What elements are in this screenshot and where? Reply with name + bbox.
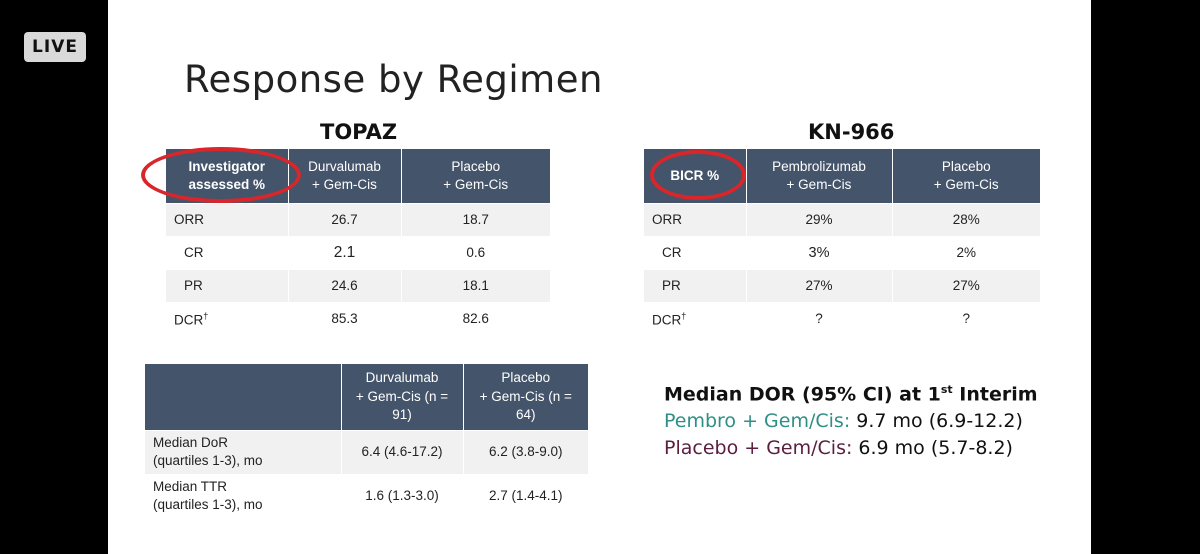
value-cell: 24.6 [288, 268, 402, 302]
value-cell: 27% [892, 268, 1040, 302]
header-cell-empty [145, 364, 342, 430]
header-cell-durvalumab: Durvalumab + Gem-Cis [288, 149, 402, 203]
value-cell: 28% [892, 202, 1040, 236]
value-cell: 1.6 (1.3-3.0) [341, 473, 464, 518]
topaz-dor-ttr-table: Durvalumab + Gem-Cis (n = 91) Placebo + … [145, 364, 588, 518]
row-label-cr: CR [644, 235, 747, 269]
table-row: DCR† 85.3 82.6 [166, 301, 550, 335]
table-row: PR 27% 27% [644, 268, 1040, 302]
header-cell-durvalumab: Durvalumab + Gem-Cis (n = 91) [341, 364, 464, 430]
row-label-median-dor: Median DoR (quartiles 1-3), mo [145, 429, 342, 474]
value-cell: ? [892, 301, 1040, 335]
value-cell: 2.7 (1.4-4.1) [463, 473, 588, 518]
dor-line-placebo: Placebo + Gem/Cis: 6.9 mo (5.7-8.2) [664, 437, 1013, 460]
row-label-dcr: DCR† [166, 301, 289, 335]
row-label-pr: PR [166, 268, 289, 302]
live-badge: LIVE [24, 32, 86, 62]
row-label-dcr: DCR† [644, 301, 747, 335]
header-cell-placebo: Placebo + Gem-Cis (n = 64) [463, 364, 588, 430]
row-label-median-ttr: Median TTR (quartiles 1-3), mo [145, 473, 342, 518]
kn966-heading: KN-966 [808, 120, 895, 144]
header-cell-pembrolizumab: Pembrolizumab + Gem-Cis [746, 149, 893, 203]
header-cell-placebo: Placebo + Gem-Cis [892, 149, 1040, 203]
table-row: Median DoR (quartiles 1-3), mo 6.4 (4.6-… [145, 429, 588, 474]
row-label-pr: PR [644, 268, 747, 302]
header-cell-measure: Investigator assessed % [166, 149, 289, 203]
value-cell: 6.4 (4.6-17.2) [341, 429, 464, 474]
topaz-heading: TOPAZ [320, 120, 398, 144]
slide-title: Response by Regimen [184, 58, 603, 101]
table-row: DCR† ? ? [644, 301, 1040, 335]
table-row: CR 2.1 0.6 [166, 235, 550, 269]
row-label-orr: ORR [644, 202, 747, 236]
table-header-row: Durvalumab + Gem-Cis (n = 91) Placebo + … [145, 364, 588, 430]
value-cell: 85.3 [288, 301, 402, 335]
kn966-response-table: BICR % Pembrolizumab + Gem-Cis Placebo +… [644, 149, 1040, 335]
dor-summary-title: Median DOR (95% CI) at 1st Interim [664, 383, 1038, 406]
value-cell: 2.1 [288, 235, 402, 269]
value-cell: 0.6 [401, 235, 550, 269]
value-cell: 29% [746, 202, 893, 236]
header-cell-placebo: Placebo + Gem-Cis [401, 149, 550, 203]
table-row: Median TTR (quartiles 1-3), mo 1.6 (1.3-… [145, 473, 588, 518]
value-cell: 18.1 [401, 268, 550, 302]
table-row: ORR 29% 28% [644, 202, 1040, 236]
header-cell-measure: BICR % [644, 149, 747, 203]
row-label-cr: CR [166, 235, 289, 269]
table-row: CR 3% 2% [644, 235, 1040, 269]
table-header-row: BICR % Pembrolizumab + Gem-Cis Placebo +… [644, 149, 1040, 203]
value-cell: 2% [892, 235, 1040, 269]
dor-line-pembro: Pembro + Gem/Cis: 9.7 mo (6.9-12.2) [664, 410, 1023, 433]
value-cell: 27% [746, 268, 893, 302]
presentation-slide: Response by Regimen TOPAZ Investigator a… [108, 0, 1091, 554]
row-label-orr: ORR [166, 202, 289, 236]
topaz-response-table: Investigator assessed % Durvalumab + Gem… [166, 149, 550, 335]
value-cell: 6.2 (3.8-9.0) [463, 429, 588, 474]
table-row: ORR 26.7 18.7 [166, 202, 550, 236]
value-cell: 26.7 [288, 202, 402, 236]
table-row: PR 24.6 18.1 [166, 268, 550, 302]
value-cell: 3% [746, 235, 893, 269]
value-cell: ? [746, 301, 893, 335]
table-header-row: Investigator assessed % Durvalumab + Gem… [166, 149, 550, 203]
median-dor-summary: Median DOR (95% CI) at 1st Interim Pembr… [664, 376, 1084, 462]
value-cell: 18.7 [401, 202, 550, 236]
value-cell: 82.6 [401, 301, 550, 335]
